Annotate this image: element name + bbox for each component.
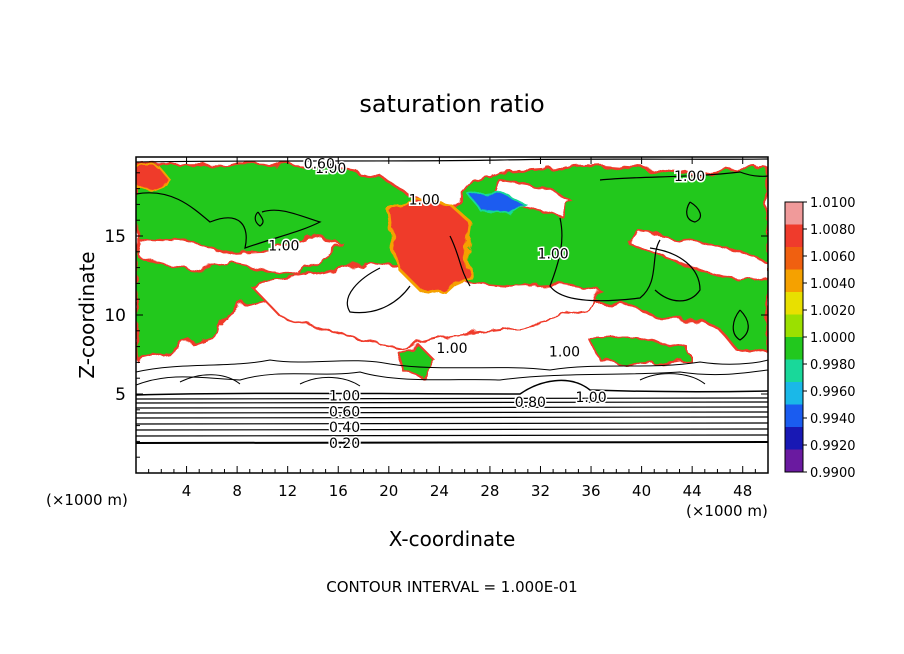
subsaturated-patch xyxy=(468,190,528,216)
colorbar-label: 1.0060 xyxy=(810,250,856,265)
x-tick-label: 48 xyxy=(733,482,752,500)
contour-label: 1.00 xyxy=(315,161,346,177)
colorbar-swatch xyxy=(785,337,803,360)
supersaturated-core xyxy=(386,198,472,296)
x-tick-label: 4 xyxy=(182,482,192,500)
contour-line xyxy=(136,428,768,431)
contour-line xyxy=(136,369,768,386)
contour-label: 1.00 xyxy=(538,246,569,262)
colorbar-swatch xyxy=(785,427,803,450)
contour-line xyxy=(136,406,768,409)
contour-line xyxy=(549,217,661,302)
contour-label: 1.00 xyxy=(575,390,606,406)
contour-label: 0.80 xyxy=(515,395,546,411)
contour-line xyxy=(136,441,768,444)
contour-line xyxy=(179,374,241,385)
plot-area: 1.000.601.001.001.00 1.001.00 1.001.00 0.80… xyxy=(104,156,769,500)
colorbar: 1.0100 1.0080 1.0060 1.0040 1.0020 1.0000 0.99… xyxy=(784,196,856,481)
contour-line xyxy=(136,411,768,414)
contour-line xyxy=(599,171,768,181)
unsaturated-gap-right xyxy=(628,230,768,284)
saturated-patch-lower xyxy=(588,336,691,366)
contour-lines xyxy=(136,158,768,444)
colorbar-swatch xyxy=(785,247,803,270)
contour-line xyxy=(136,434,768,437)
x-tick-label: 12 xyxy=(278,482,297,500)
contour-line xyxy=(254,211,264,227)
x-unit-label-left: (×1000 m) xyxy=(46,491,128,509)
contour-line xyxy=(136,416,768,419)
x-tick-label: 8 xyxy=(232,482,242,500)
x-tick-label: 44 xyxy=(683,482,702,500)
colorbar-swatch xyxy=(785,359,803,383)
contour-line xyxy=(136,397,768,400)
x-tick-label: 36 xyxy=(581,482,600,500)
colorbar-label: 0.9920 xyxy=(810,439,856,454)
contour-label: 0.60 xyxy=(329,404,360,420)
contour-label: 1.00 xyxy=(549,344,580,360)
colorbar-label: 1.0080 xyxy=(810,223,856,238)
colorbar-swatch xyxy=(785,314,803,338)
x-unit-label-right: (×1000 m) xyxy=(686,502,768,520)
contour-label: 1.00 xyxy=(436,341,467,357)
contour-line xyxy=(686,201,702,223)
colorbar-swatch xyxy=(785,404,803,428)
y-tick-label: 5 xyxy=(115,385,126,405)
y-axis-label: Z-coordinate xyxy=(75,251,99,378)
colorbar-label: 0.9960 xyxy=(810,385,856,400)
contour-label: 0.60 xyxy=(304,156,335,172)
contour-label: 1.00 xyxy=(329,389,360,405)
x-tick-label: 24 xyxy=(430,482,449,500)
contour-line xyxy=(732,309,749,341)
colorbar-swatch xyxy=(785,224,803,248)
colorbar-label: 1.0000 xyxy=(810,331,856,346)
saturation-field xyxy=(136,162,768,380)
colorbar-label: 1.0040 xyxy=(810,277,856,292)
contour-line xyxy=(299,376,361,387)
colorbar-label: 1.0020 xyxy=(810,304,856,319)
colorbar-swatch xyxy=(785,269,803,293)
contour-line xyxy=(136,379,768,396)
colorbar-swatch xyxy=(785,382,803,405)
contour-line xyxy=(136,192,322,249)
contour-label: 1.00 xyxy=(409,193,440,209)
x-tick-label: 16 xyxy=(329,482,348,500)
contour-label: 1.00 xyxy=(674,169,705,185)
colorbar-label: 0.9900 xyxy=(810,466,856,481)
contour-labels: 1.000.601.001.001.00 1.001.00 1.001.00 0.80… xyxy=(267,156,707,453)
supersaturated-top-left xyxy=(136,167,172,190)
x-axis-ticks: 4 8 12 16 20 24 28 32 36 40 44 48 xyxy=(148,157,756,500)
colorbar-swatch xyxy=(785,202,803,225)
contour-line xyxy=(136,158,768,163)
x-axis-label: X-coordinate xyxy=(389,527,516,551)
contour-line xyxy=(639,373,706,385)
contour-label: 1.00 xyxy=(268,238,299,254)
colorbar-swatch xyxy=(785,292,803,315)
contour-interval-note: CONTOUR INTERVAL = 1.000E-01 xyxy=(326,578,577,596)
x-tick-label: 28 xyxy=(480,482,499,500)
y-axis-ticks: 5 10 15 xyxy=(104,172,768,458)
contour-line xyxy=(136,401,768,404)
colorbar-label: 0.9940 xyxy=(810,412,856,427)
colorbar-label: 1.0100 xyxy=(810,196,856,211)
x-tick-label: 40 xyxy=(632,482,651,500)
contour-label: 0.40 xyxy=(329,420,360,436)
x-tick-label: 32 xyxy=(531,482,550,500)
y-tick-label: 10 xyxy=(104,306,126,326)
contour-line xyxy=(136,359,768,373)
contour-line xyxy=(649,247,701,302)
contour-line xyxy=(136,422,768,425)
contour-line xyxy=(449,235,471,287)
unsaturated-gap-left xyxy=(136,236,343,278)
colorbar-label: 0.9980 xyxy=(810,358,856,373)
chart-title: saturation ratio xyxy=(359,90,544,118)
x-tick-label: 20 xyxy=(379,482,398,500)
contour-line xyxy=(346,267,411,314)
colorbar-swatch xyxy=(785,449,803,473)
y-tick-label: 15 xyxy=(104,227,126,247)
saturated-patch-lower-mid xyxy=(396,344,436,380)
contour-label: 0.20 xyxy=(329,436,360,452)
